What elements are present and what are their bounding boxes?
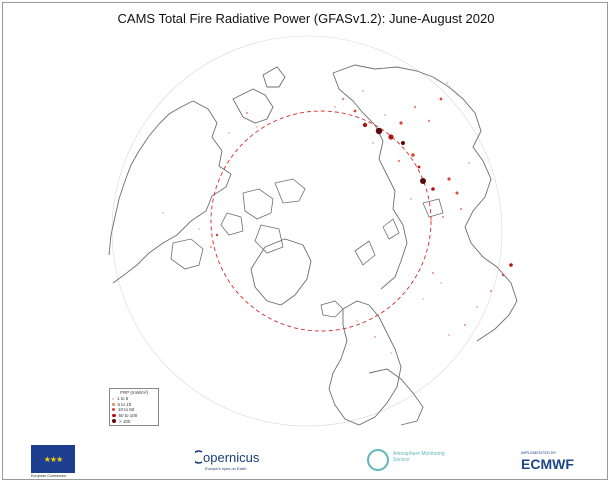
- ecmwf-implemented-by: IMPLEMENTED BY: [521, 450, 557, 455]
- cams-service-name: Atmosphere Monitoring Service: [393, 451, 445, 463]
- greenland-coastline: [250, 238, 312, 306]
- copernicus-wordmark: opernicus: [203, 450, 260, 465]
- copernicus-c-icon: [191, 450, 203, 464]
- hudson-bay-coastline: [170, 238, 204, 270]
- eu-commission-text: European Commission: [31, 474, 67, 478]
- polar-map: [108, 35, 518, 427]
- legend-label-5: > 100: [119, 418, 131, 424]
- alaska-coastline: [232, 66, 286, 124]
- footer-logos: ★★★ European Commission opernicus Europe…: [3, 441, 609, 479]
- legend-row-5: > 100: [112, 418, 156, 424]
- legend-row-4: 50 to 100: [112, 413, 156, 419]
- legend-label-2: 5 to 10: [117, 401, 132, 407]
- hemisphere-edge: [111, 35, 503, 427]
- map-title: CAMS Total Fire Radiative Power (GFASv1.…: [117, 11, 495, 26]
- arctic-circle: [210, 110, 432, 332]
- ecmwf-logo: ECMWF: [521, 456, 574, 472]
- frp-legend: FRP (mW/m²) 1 to 5 5 to 10 10 to 50 50 t…: [109, 388, 159, 426]
- arctic-islands: [354, 198, 444, 266]
- canadian-archipelago: [220, 178, 306, 254]
- europe-coastline: [328, 300, 424, 426]
- eurasia-coastline: [332, 64, 518, 342]
- legend-row-2: 5 to 10: [112, 402, 156, 408]
- legend-swatch-1: [112, 397, 114, 400]
- iceland-coastline: [320, 300, 344, 318]
- legend-swatch-2: [112, 403, 115, 406]
- legend-label-1: 1 to 5: [117, 396, 129, 402]
- legend-label-4: 50 to 100: [118, 413, 138, 419]
- copernicus-logo: opernicus: [191, 450, 260, 465]
- fire-points-europe: [356, 320, 392, 354]
- cams-ring-icon: [367, 449, 389, 471]
- legend-label-3: 10 to 50: [118, 407, 135, 413]
- copernicus-tagline: Europe's eyes on Earth: [205, 466, 247, 471]
- legend-swatch-4: [112, 413, 116, 418]
- legend-row-3: 10 to 50: [112, 407, 156, 413]
- fire-points-north-america: [162, 112, 258, 248]
- legend-row-1: 1 to 5: [112, 396, 156, 402]
- fire-points-east-asia: [422, 263, 513, 336]
- legend-title: FRP (mW/m²): [120, 390, 148, 395]
- north-america-coastline: [108, 100, 232, 284]
- legend-swatch-5: [112, 419, 116, 424]
- eu-flag-logo: ★★★: [31, 445, 75, 473]
- figure-frame: CAMS Total Fire Radiative Power (GFASv1.…: [2, 2, 608, 480]
- fire-points-siberia: [334, 82, 470, 218]
- legend-swatch-3: [112, 408, 115, 412]
